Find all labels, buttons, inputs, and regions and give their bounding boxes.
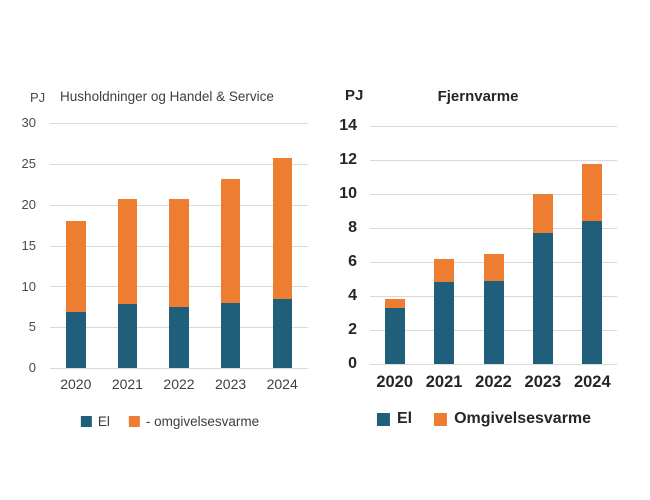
- gridline-y-10: [370, 194, 617, 195]
- x-axis-label-2020: 2020: [376, 373, 414, 391]
- bar-segment-omgivelsesvarme-2024: [272, 158, 292, 300]
- y-axis-tick-label: 14: [339, 116, 357, 134]
- bar-segment-el-2020: [384, 307, 405, 364]
- stacked-bar-2020: [66, 221, 86, 368]
- stacked-bar-2024: [272, 158, 292, 368]
- bar-segment-omgivelsesvarme-2022: [169, 199, 189, 307]
- stacked-bar-2020: [384, 298, 405, 364]
- gridline-y-8: [370, 228, 617, 229]
- y-axis-tick-label: 8: [348, 218, 357, 236]
- y-axis-tick-label: 0: [28, 360, 36, 376]
- bar-segment-el-2024: [582, 221, 603, 364]
- gridline-y-14: [370, 126, 617, 127]
- y-axis-tick-label: 10: [21, 278, 36, 294]
- bar-segment-omgivelsesvarme-2023: [532, 194, 553, 234]
- chart-title: Fjernvarme: [437, 88, 519, 105]
- legend-label-el: El: [396, 410, 413, 427]
- bar-segment-el-2021: [117, 304, 138, 368]
- y-axis-tick-label: 30: [21, 115, 36, 131]
- legend-label-omgivelsesvarme: - omgivelsesvarme: [145, 414, 260, 429]
- x-axis-label-2023: 2023: [524, 373, 562, 391]
- stacked-bar-2024: [582, 164, 603, 364]
- legend-item-el: El: [80, 414, 110, 429]
- x-axis-label-2020: 2020: [60, 376, 92, 392]
- gridline-y-0: [50, 368, 308, 369]
- stacked-bar-2022: [169, 199, 189, 368]
- chart-title: Husholdninger og Handel & Service: [60, 89, 274, 104]
- bar-segment-el-2024: [272, 299, 292, 368]
- stacked-bar-2021: [117, 199, 138, 368]
- stacked-bar-2023: [220, 178, 241, 369]
- x-axis-label-2024: 2024: [266, 376, 298, 392]
- y-axis-tick-label: 10: [339, 184, 357, 202]
- bar-segment-omgivelsesvarme-2020: [66, 221, 86, 312]
- legend-swatch-omgivelsesvarme-icon: [434, 412, 448, 426]
- gridline-y-30: [50, 123, 308, 124]
- gridline-y-0: [370, 364, 617, 365]
- bar-segment-el-2023: [220, 302, 241, 368]
- bar-segment-el-2022: [169, 306, 189, 368]
- y-axis-tick-label: 12: [339, 150, 357, 168]
- y-axis-tick-label: 0: [348, 354, 357, 372]
- legend-swatch-el-icon: [376, 412, 390, 426]
- legend-item-el: El: [376, 410, 413, 427]
- legend: El - omgivelsesvarme: [80, 414, 260, 429]
- bar-segment-omgivelsesvarme-2023: [220, 178, 241, 303]
- bar-segment-el-2023: [532, 233, 553, 364]
- gridline-y-12: [370, 160, 617, 161]
- bar-segment-omgivelsesvarme-2020: [384, 298, 405, 308]
- legend: El Omgivelsesvarme: [376, 410, 591, 427]
- unit-label: PJ: [30, 90, 46, 105]
- unit-label: PJ: [345, 87, 364, 104]
- x-axis-label-2021: 2021: [111, 376, 143, 392]
- gridline-y-25: [50, 163, 308, 165]
- y-axis-tick-label: 25: [21, 156, 36, 172]
- y-axis-tick-label: 6: [348, 252, 357, 270]
- bar-segment-omgivelsesvarme-2021: [434, 258, 455, 283]
- x-axis-label-2021: 2021: [425, 373, 463, 391]
- legend-swatch-el-icon: [80, 416, 92, 428]
- bar-segment-el-2022: [483, 280, 504, 364]
- x-axis-label-2022: 2022: [163, 376, 195, 392]
- legend-label-el: El: [97, 414, 110, 429]
- bar-segment-omgivelsesvarme-2022: [483, 253, 504, 281]
- bar-segment-el-2020: [66, 311, 86, 368]
- x-axis-label-2024: 2024: [573, 373, 611, 391]
- y-axis-tick-label: 2: [348, 320, 357, 338]
- stacked-bar-2022: [483, 253, 504, 365]
- y-axis-tick-label: 15: [21, 237, 36, 253]
- stacked-bar-2021: [434, 258, 455, 364]
- bar-segment-omgivelsesvarme-2021: [117, 199, 138, 305]
- legend-swatch-omgivelsesvarme-icon: [128, 416, 140, 428]
- legend-item-omgivelsesvarme: - omgivelsesvarme: [128, 414, 260, 429]
- y-axis-tick-label: 20: [21, 196, 36, 212]
- x-axis-label-2022: 2022: [475, 373, 512, 391]
- y-axis-tick-label: 5: [28, 319, 36, 335]
- y-axis-tick-label: 4: [348, 286, 357, 304]
- bar-segment-el-2021: [434, 282, 455, 364]
- x-axis-label-2023: 2023: [215, 376, 247, 392]
- stacked-bar-2023: [532, 194, 553, 364]
- legend-label-omgivelsesvarme: Omgivelsesvarme: [454, 410, 592, 427]
- bar-segment-omgivelsesvarme-2024: [582, 164, 603, 222]
- legend-item-omgivelsesvarme: Omgivelsesvarme: [434, 411, 591, 427]
